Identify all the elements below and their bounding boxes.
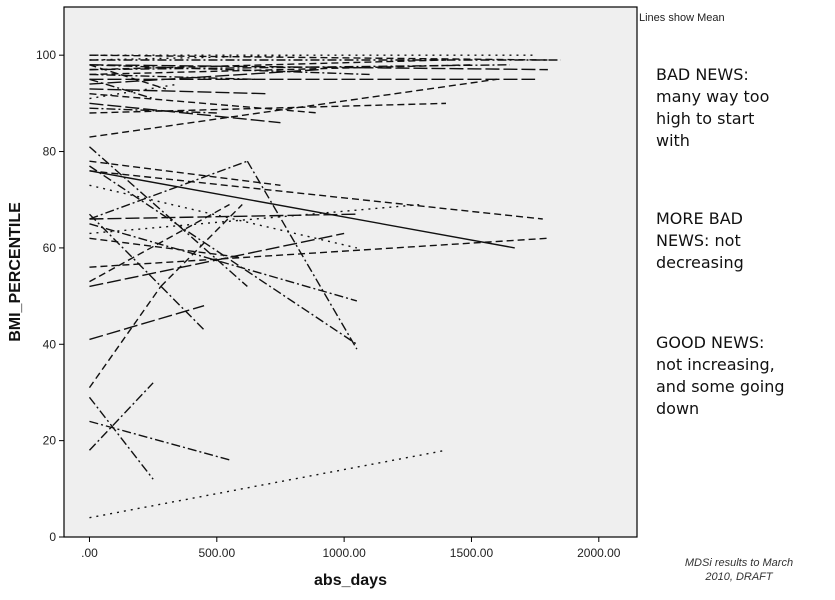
series-line-40 — [88, 382, 154, 451]
series-line-7 — [89, 64, 370, 76]
series-line-8 — [89, 54, 306, 61]
y-tick-label: 0 — [49, 530, 56, 544]
annotation-line: not increasing, — [656, 355, 775, 374]
series-line-12 — [89, 64, 167, 90]
x-tick-label: 500.00 — [198, 546, 235, 560]
annotation-line: high to start — [656, 109, 755, 128]
series-line-30 — [89, 213, 357, 220]
annotation-more-bad-news: MORE BAD NEWS: not decreasing — [656, 208, 831, 274]
y-tick-label: 40 — [43, 337, 57, 351]
x-tick-label: 1500.00 — [450, 546, 494, 560]
annotation-bad-news: BAD NEWS: many way too high to start wit… — [656, 64, 831, 152]
annotation-line: decreasing — [656, 253, 744, 272]
x-axis-label: abs_days — [314, 572, 387, 589]
annotation-line: NEWS: not — [656, 231, 741, 250]
series-line-35 — [89, 203, 230, 283]
series-line-36 — [88, 213, 205, 331]
series-line-28 — [246, 160, 358, 350]
series-line-34 — [89, 237, 243, 259]
series-line-23 — [89, 160, 281, 186]
footer-line: MDSi results to March — [684, 557, 794, 569]
annotation-line: MORE BAD — [656, 209, 743, 228]
y-tick-label: 100 — [36, 48, 56, 62]
annotation-line: BAD NEWS: — [656, 65, 749, 84]
footer-note: MDSi results to March 2010, DRAFT — [654, 556, 824, 584]
annotation-line: and some going — [656, 377, 785, 396]
series-line-22 — [89, 170, 543, 220]
series-line-14 — [89, 78, 154, 100]
series-line-41 — [88, 396, 154, 480]
annotation-good-news: GOOD NEWS: not increasing, and some goin… — [656, 332, 831, 420]
series-layer — [88, 54, 561, 519]
series-line-21 — [89, 170, 515, 249]
series-line-26 — [89, 146, 248, 287]
series-line-43 — [89, 449, 447, 519]
x-tick-label: 2000.00 — [577, 546, 621, 560]
series-line-9 — [89, 59, 447, 71]
x-tick-label: 1000.00 — [322, 546, 366, 560]
x-tick-label: .00 — [81, 546, 98, 560]
series-line-33 — [89, 223, 358, 302]
footer-line: 2010, DRAFT — [705, 571, 773, 583]
annotation-line: with — [656, 131, 690, 150]
annotation-line: GOOD NEWS: — [656, 333, 765, 352]
series-line-20 — [89, 78, 498, 138]
y-tick-label: 80 — [43, 145, 57, 159]
y-axis-label: BMI_PERCENTILE — [7, 202, 24, 342]
plot-area — [64, 7, 637, 537]
series-line-37 — [89, 305, 205, 341]
series-line-18 — [89, 107, 217, 114]
series-line-19 — [89, 83, 179, 100]
legend-note: Lines show Mean — [639, 12, 725, 24]
series-line-39 — [160, 204, 243, 287]
series-line-16 — [89, 102, 281, 124]
series-line-42 — [89, 420, 230, 461]
series-line-27 — [89, 160, 248, 220]
y-tick-label: 60 — [43, 241, 57, 255]
annotation-line: down — [656, 399, 700, 418]
series-line-13 — [89, 88, 268, 95]
series-line-11 — [89, 73, 256, 80]
axis-layer: .00 500.00 1000.00 1500.00 2000.00 0 20 40 60 80 1… — [36, 48, 621, 560]
y-tick-label: 20 — [43, 434, 57, 448]
series-line-4 — [89, 64, 510, 71]
annotation-line: many way too — [656, 87, 770, 106]
series-line-5 — [89, 64, 472, 76]
series-line-10 — [89, 68, 319, 85]
plot-frame — [63, 6, 638, 538]
series-line-38 — [88, 286, 162, 389]
